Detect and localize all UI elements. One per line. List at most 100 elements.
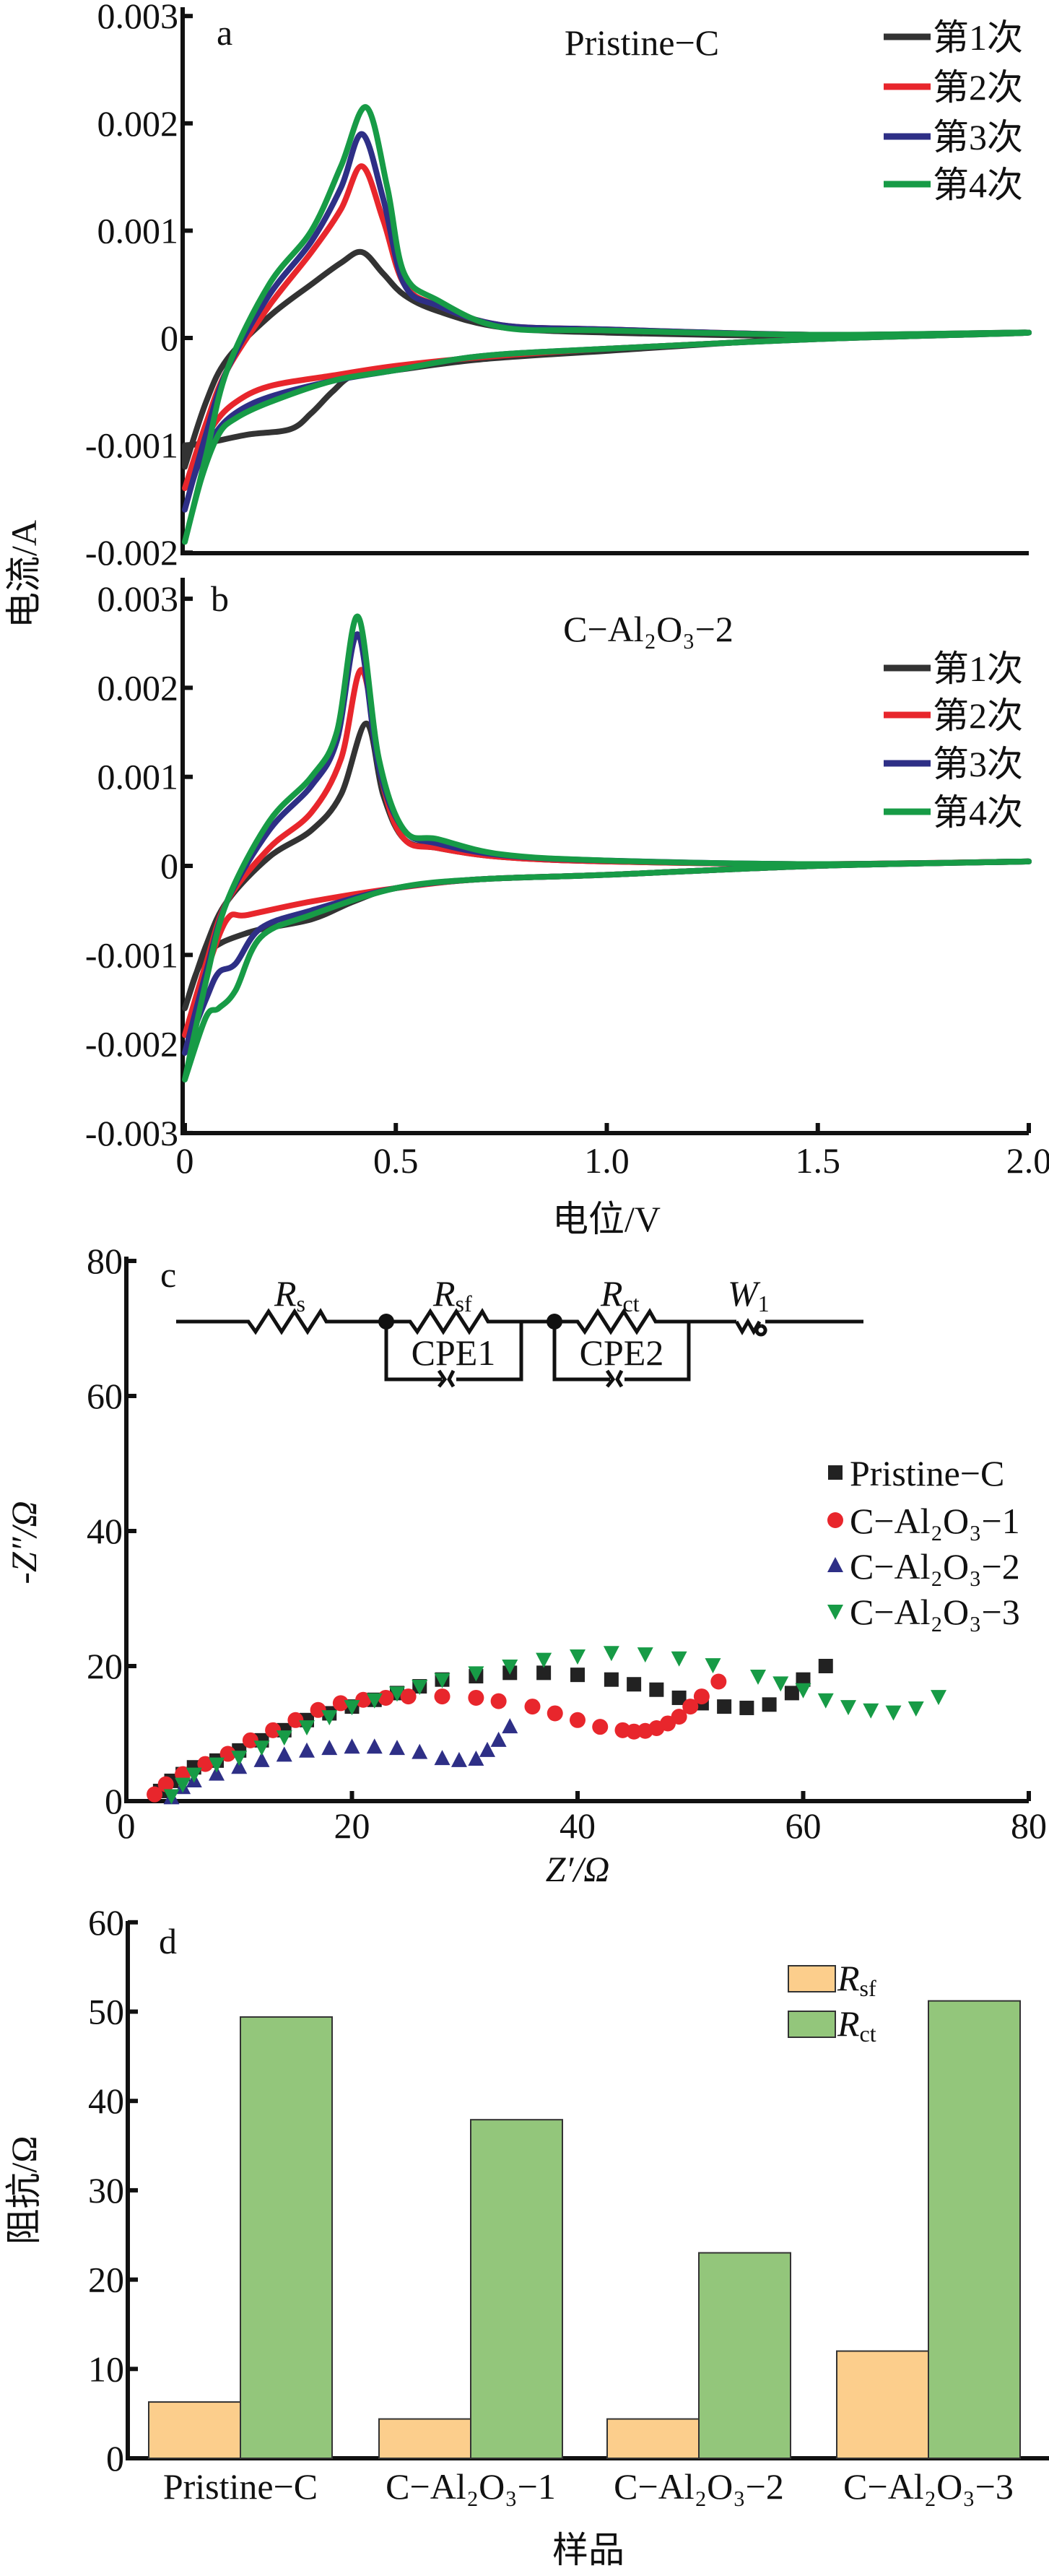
data-point-triangle-down (840, 1700, 856, 1716)
data-point-square (818, 1659, 833, 1673)
axes (180, 578, 1029, 1135)
data-point-triangle-up (468, 1751, 484, 1766)
y-tick-label: 0 (106, 2438, 124, 2479)
data-point-triangle-down (536, 1652, 552, 1668)
bar-rsf (148, 2401, 241, 2460)
x-axis-title-cv: 电位/V (552, 1199, 661, 1239)
data-point-triangle-up (490, 1731, 507, 1747)
legend-label-eis: C−Al₂O₃−3 (850, 1592, 1020, 1632)
legend-swatch-rsf (788, 1965, 836, 1992)
data-point-triangle-down (412, 1680, 428, 1696)
y-tick-label: 0 (160, 846, 178, 886)
data-point-circle (310, 1701, 326, 1718)
data-point-triangle-up (366, 1738, 383, 1754)
cpe2-symbol (605, 1369, 624, 1388)
data-point-circle (147, 1786, 163, 1803)
data-point-triangle-up (412, 1743, 428, 1759)
y-tick-label: 40 (87, 1511, 123, 1551)
data-point-circle (242, 1732, 258, 1748)
y-tick-label: 0.001 (97, 757, 179, 797)
annotation-a: Pristine−C (565, 22, 719, 63)
cpe1-branch (384, 1322, 523, 1382)
circuit-node (378, 1314, 394, 1330)
y-tick-label: 0.003 (97, 578, 179, 619)
legend-label-eis: C−Al₂O₃−2 (850, 1546, 1020, 1587)
data-point-square (627, 1677, 642, 1692)
data-point-square (671, 1690, 687, 1705)
cpe1-symbol (437, 1369, 456, 1388)
data-point-circle (332, 1695, 349, 1712)
legend-marker-circle (827, 1512, 843, 1528)
data-point-square (796, 1672, 811, 1687)
y-tick-label: 60 (87, 1376, 123, 1416)
x-axis-title-bar: 样品 (552, 2530, 624, 2570)
legend-label-rsf: Rsf (837, 1958, 876, 2001)
data-point-triangle-down (705, 1658, 721, 1674)
data-point-triangle-down (231, 1751, 248, 1766)
bar-rsf (606, 2418, 700, 2460)
x-axis-title-eis: Z′/Ω (546, 1849, 610, 1889)
legend-marker-square (828, 1465, 843, 1480)
data-point-square (570, 1668, 585, 1683)
bar-rct (928, 2000, 1021, 2459)
y-tick-label: 0 (105, 1781, 123, 1821)
data-point-triangle-up (231, 1758, 248, 1774)
data-point-circle (378, 1689, 394, 1706)
data-point-triangle-up (299, 1742, 315, 1758)
circuit-node (547, 1314, 562, 1330)
data-point-triangle-down (163, 1789, 180, 1805)
equivalent-circuit: Rs Rsf Rct W1 CPE1 CPE2 (176, 1273, 863, 1388)
y-tick-label: 0.002 (97, 103, 179, 144)
data-point-triangle-down (344, 1700, 360, 1716)
legend-label-eis: C−Al₂O₃−1 (850, 1501, 1020, 1541)
data-point-triangle-up (344, 1738, 360, 1754)
data-point-triangle-down (209, 1757, 225, 1773)
data-point-triangle-down (502, 1660, 518, 1675)
panel-letter-a: a (217, 12, 232, 53)
y-tick-label: -0.001 (85, 934, 178, 975)
data-point-square (604, 1672, 619, 1687)
data-point-circle (434, 1688, 450, 1705)
label-rct: Rct (600, 1273, 640, 1317)
data-point-circle (468, 1689, 484, 1706)
data-point-square (717, 1699, 732, 1714)
x-tick-label: C−Al₂O₃−2 (614, 2466, 784, 2507)
data-point-square (739, 1700, 754, 1715)
label-cpe2: CPE2 (580, 1332, 664, 1373)
x-tick-label: 0 (118, 1805, 136, 1846)
label-rs: Rs (274, 1273, 305, 1317)
legend-label-cycle-4: 第4次 (933, 792, 1023, 833)
y-tick-label: 0.002 (97, 667, 179, 708)
y-tick-label: 40 (88, 2081, 124, 2121)
y-tick-label: 0.001 (97, 210, 179, 251)
data-point-circle (490, 1693, 507, 1709)
bar-rct (240, 2016, 333, 2460)
cv-curve-cycle-3 (182, 631, 1032, 1056)
cv-curve-cycle-3 (182, 131, 1032, 513)
cv-curve-cycle-4 (182, 104, 1032, 545)
x-tick-label: 60 (785, 1805, 822, 1846)
y-tick-label: -0.002 (85, 1024, 178, 1064)
y-tick-label: 60 (88, 1902, 124, 1943)
data-point-square (784, 1686, 799, 1701)
data-point-circle (157, 1776, 174, 1792)
legend-label-cycle-2: 第2次 (933, 67, 1023, 108)
x-tick-label: 40 (560, 1805, 596, 1846)
data-point-triangle-up (276, 1746, 292, 1762)
y-tick-label: 20 (87, 1646, 123, 1686)
data-point-triangle-down (885, 1705, 902, 1721)
data-point-triangle-down (603, 1646, 619, 1662)
panel-letter-d: d (159, 1921, 177, 1961)
legend-marker-triangle-up (827, 1557, 843, 1572)
data-point-triangle-down (637, 1647, 653, 1663)
data-point-triangle-down (175, 1777, 191, 1793)
data-point-triangle-down (817, 1693, 834, 1709)
data-point-triangle-up (502, 1718, 518, 1734)
cv-curve-cycle-1 (182, 248, 1032, 470)
x-tick-label: 1.0 (584, 1140, 630, 1181)
data-point-triangle-down (276, 1730, 292, 1746)
data-point-triangle-down (186, 1767, 202, 1783)
x-tick-label: 1.5 (796, 1140, 841, 1181)
data-point-circle (693, 1688, 710, 1705)
